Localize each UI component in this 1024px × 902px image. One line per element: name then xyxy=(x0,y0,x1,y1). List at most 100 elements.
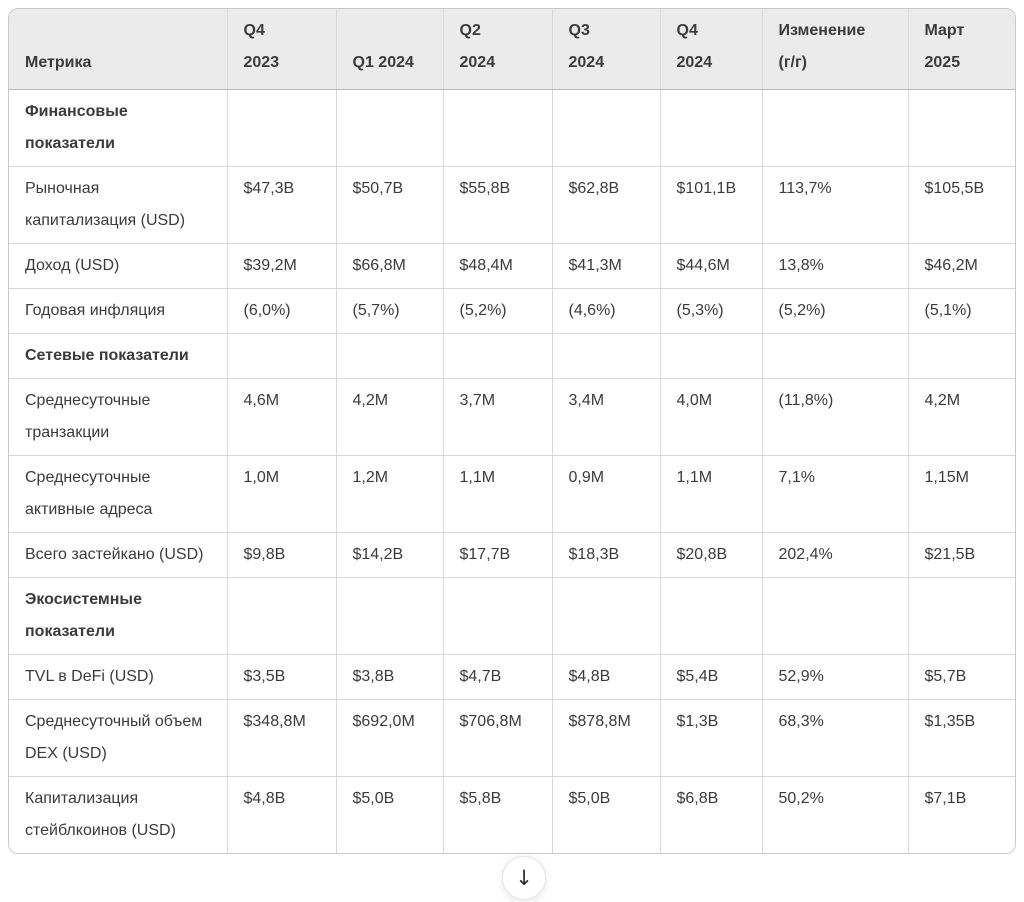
table-row: Среднесуточные транзакции 4,6M 4,2M 3,7M 3,4… xyxy=(9,378,1015,456)
value-cell xyxy=(908,333,1015,379)
value-cell: $62,8B xyxy=(552,166,661,244)
table-row: Всего застейкано (USD) $9,8B $14,2B $17,7B $… xyxy=(9,532,1015,578)
value-cell xyxy=(762,333,909,379)
value-cell xyxy=(908,89,1015,167)
value-cell xyxy=(443,89,553,167)
value-cell: $18,3B xyxy=(552,532,661,578)
value-cell: 4,2M xyxy=(908,378,1015,456)
value-cell: 0,9M xyxy=(552,455,661,533)
value-cell: $878,8M xyxy=(552,699,661,777)
value-cell: $21,5B xyxy=(908,532,1015,578)
metric-cell: Финансовые показатели xyxy=(9,89,228,167)
value-cell: $41,3M xyxy=(552,243,661,289)
column-header-change-yoy: Изменение (г/г) xyxy=(762,9,909,90)
metric-cell: Рыночная капитализация (USD) xyxy=(9,166,228,244)
table-row: Годовая инфляция (6,0%) (5,7%) (5,2%) (4,6%)… xyxy=(9,288,1015,334)
scroll-to-bottom-button[interactable]: ↓ xyxy=(502,856,546,900)
metric-cell: Доход (USD) xyxy=(9,243,228,289)
value-cell xyxy=(336,333,444,379)
arrow-down-icon: ↓ xyxy=(515,865,533,890)
value-cell xyxy=(762,577,909,655)
value-cell: 52,9% xyxy=(762,654,909,700)
value-cell: 3,4M xyxy=(552,378,661,456)
metric-cell: Экосистемные показатели xyxy=(9,577,228,655)
value-cell xyxy=(660,333,763,379)
metric-cell: Всего застейкано (USD) xyxy=(9,532,228,578)
table-header: Метрика Q4 2023 Q1 2024 Q2 2024 Q3 2024 Q4 20… xyxy=(9,9,1015,90)
value-cell: $17,7B xyxy=(443,532,553,578)
value-cell: 68,3% xyxy=(762,699,909,777)
value-cell: $9,8B xyxy=(227,532,337,578)
value-cell: $3,5B xyxy=(227,654,337,700)
value-cell: 4,0M xyxy=(660,378,763,456)
value-cell xyxy=(227,577,337,655)
column-header-metric: Метрика xyxy=(9,9,228,90)
value-cell xyxy=(762,89,909,167)
section-row: Финансовые показатели xyxy=(9,89,1015,167)
value-cell xyxy=(552,577,661,655)
column-header-q4-2023: Q4 2023 xyxy=(227,9,337,90)
table-row: Среднесуточные активные адреса 1,0M 1,2M 1,… xyxy=(9,455,1015,533)
value-cell: 7,1% xyxy=(762,455,909,533)
value-cell: $6,8B xyxy=(660,776,763,853)
value-cell: $4,8B xyxy=(227,776,337,853)
value-cell: $39,2M xyxy=(227,243,337,289)
value-cell: 1,0M xyxy=(227,455,337,533)
metric-cell: Сетевые показатели xyxy=(9,333,228,379)
value-cell: $5,7B xyxy=(908,654,1015,700)
metric-cell: Среднесуточный объем DEX (USD) xyxy=(9,699,228,777)
value-cell: $14,2B xyxy=(336,532,444,578)
value-cell: 50,2% xyxy=(762,776,909,853)
value-cell: $66,8M xyxy=(336,243,444,289)
value-cell xyxy=(443,577,553,655)
metric-cell: Среднесуточные активные адреса xyxy=(9,455,228,533)
value-cell: 4,6M xyxy=(227,378,337,456)
metric-cell: Среднесуточные транзакции xyxy=(9,378,228,456)
value-cell: (5,2%) xyxy=(762,288,909,334)
value-cell: $1,3B xyxy=(660,699,763,777)
value-cell: (5,3%) xyxy=(660,288,763,334)
table-row: Рыночная капитализация (USD) $47,3B $50,7B… xyxy=(9,166,1015,244)
table-row: Доход (USD) $39,2M $66,8M $48,4M $41,3M $44,6… xyxy=(9,243,1015,289)
value-cell: $7,1B xyxy=(908,776,1015,853)
value-cell: (6,0%) xyxy=(227,288,337,334)
value-cell: $5,0B xyxy=(336,776,444,853)
metric-cell: TVL в DeFi (USD) xyxy=(9,654,228,700)
value-cell: $5,0B xyxy=(552,776,661,853)
table-body: Финансовые показатели Рыночная капитализа… xyxy=(9,89,1015,853)
value-cell: 3,7M xyxy=(443,378,553,456)
value-cell: $4,7B xyxy=(443,654,553,700)
value-cell xyxy=(552,333,661,379)
value-cell: $5,4B xyxy=(660,654,763,700)
metric-cell: Капитализация стейблкоинов (USD) xyxy=(9,776,228,853)
value-cell: $101,1B xyxy=(660,166,763,244)
value-cell: $105,5B xyxy=(908,166,1015,244)
column-header-mar-2025: Март 2025 xyxy=(908,9,1015,90)
column-header-q2-2024: Q2 2024 xyxy=(443,9,553,90)
value-cell: $1,35B xyxy=(908,699,1015,777)
value-cell: $50,7B xyxy=(336,166,444,244)
table-row: TVL в DeFi (USD) $3,5B $3,8B $4,7B $4,8B $5,4… xyxy=(9,654,1015,700)
value-cell: $692,0M xyxy=(336,699,444,777)
metric-cell: Годовая инфляция xyxy=(9,288,228,334)
value-cell: (5,1%) xyxy=(908,288,1015,334)
value-cell: $706,8M xyxy=(443,699,553,777)
value-cell: 1,2M xyxy=(336,455,444,533)
table-row: Капитализация стейблкоинов (USD) $4,8B $5,… xyxy=(9,776,1015,853)
value-cell: $20,8B xyxy=(660,532,763,578)
value-cell: 4,2M xyxy=(336,378,444,456)
value-cell: $48,4M xyxy=(443,243,553,289)
table-row: Среднесуточный объем DEX (USD) $348,8M $69… xyxy=(9,699,1015,777)
value-cell: $55,8B xyxy=(443,166,553,244)
section-row: Сетевые показатели xyxy=(9,333,1015,379)
value-cell: $5,8B xyxy=(443,776,553,853)
value-cell xyxy=(660,577,763,655)
value-cell: 1,15M xyxy=(908,455,1015,533)
value-cell xyxy=(227,89,337,167)
value-cell: $3,8B xyxy=(336,654,444,700)
value-cell: $44,6M xyxy=(660,243,763,289)
value-cell: 202,4% xyxy=(762,532,909,578)
value-cell xyxy=(443,333,553,379)
value-cell: 13,8% xyxy=(762,243,909,289)
